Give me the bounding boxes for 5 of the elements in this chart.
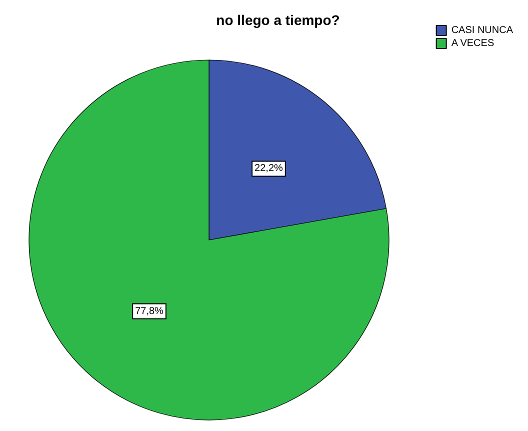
data-label: 77,8% (135, 306, 164, 317)
legend-label: A VECES (451, 38, 494, 49)
chart-title: no llego a tiempo? (216, 12, 340, 28)
legend-label: CASI NUNCA (451, 25, 514, 36)
data-label: 22,2% (254, 163, 284, 174)
